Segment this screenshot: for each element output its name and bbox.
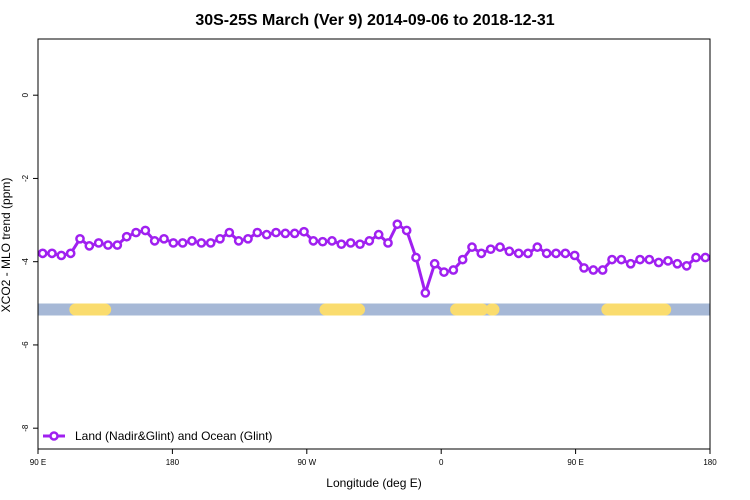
- data-point: [149, 236, 160, 246]
- x-tick-label: 180: [166, 458, 180, 467]
- data-point: [196, 238, 207, 248]
- data-point: [457, 254, 468, 265]
- data-point: [495, 242, 505, 252]
- data-point: [588, 265, 599, 275]
- y-tick-label: -2: [21, 174, 30, 182]
- data-point: [131, 227, 141, 238]
- data-point: [47, 248, 57, 259]
- data-point: [504, 246, 515, 257]
- data-point: [224, 227, 235, 238]
- data-point: [383, 238, 393, 248]
- data-point: [159, 233, 169, 244]
- y-tick-label: 0: [21, 92, 30, 97]
- data-point: [84, 241, 95, 251]
- data-point: [429, 258, 440, 269]
- data-point: [336, 239, 347, 250]
- x-tick-label: 180: [703, 458, 717, 467]
- data-point: [485, 244, 496, 255]
- data-point: [168, 238, 179, 248]
- data-point: [373, 229, 384, 240]
- y-tick-label: -8: [21, 424, 30, 432]
- data-point: [560, 248, 571, 259]
- data-point: [233, 236, 244, 246]
- x-tick-label: 90 E: [30, 458, 46, 467]
- data-point: [140, 225, 151, 236]
- data-point: [513, 248, 524, 259]
- data-point: [467, 242, 477, 252]
- data-point: [476, 248, 487, 259]
- data-point: [569, 250, 580, 261]
- data-point: [616, 254, 627, 265]
- data-point: [205, 238, 216, 248]
- y-tick-label: -4: [21, 258, 30, 266]
- x-axis: 90 E 180 90 W 0 90 E 180: [30, 449, 717, 467]
- y-tick-label: -6: [21, 341, 30, 349]
- data-point: [551, 248, 561, 259]
- x-tick-label: 90 W: [297, 458, 316, 467]
- data-point: [532, 242, 543, 252]
- data-point: [243, 233, 253, 244]
- data-point: [37, 248, 48, 259]
- legend-marker-swatch: [49, 431, 59, 441]
- data-point: [672, 258, 683, 269]
- data-point: [644, 254, 655, 265]
- data-point: [187, 236, 197, 246]
- data-point: [681, 261, 692, 271]
- x-tick-label: 90 E: [567, 458, 583, 467]
- data-point: [177, 238, 188, 248]
- data-point: [411, 252, 421, 263]
- data-point: [607, 254, 617, 265]
- data-point: [121, 231, 132, 242]
- data-point: [448, 265, 459, 275]
- plot-frame: [37, 38, 711, 450]
- plot-area: [37, 219, 711, 316]
- data-point: [439, 267, 449, 277]
- data-point: [653, 257, 664, 268]
- data-point: [691, 252, 701, 263]
- data-point: [56, 250, 67, 261]
- data-point: [355, 239, 365, 250]
- data-point: [112, 240, 123, 250]
- data-point: [597, 265, 608, 275]
- data-point: [401, 225, 412, 236]
- data-point: [289, 228, 300, 239]
- data-point: [299, 226, 309, 237]
- data-point: [93, 238, 104, 248]
- x-tick-label: 0: [439, 458, 444, 467]
- data-point: [215, 233, 225, 244]
- data-point: [420, 288, 431, 298]
- data-point: [252, 227, 263, 238]
- data-point: [317, 236, 328, 247]
- legend: Land (Nadir&Glint) and Ocean (Glint): [43, 429, 272, 443]
- data-point: [261, 229, 272, 240]
- data-point: [392, 219, 403, 230]
- data-point: [280, 228, 291, 239]
- data-point: [663, 256, 673, 266]
- data-point: [65, 248, 76, 259]
- data-point: [308, 236, 319, 246]
- data-point: [327, 236, 337, 246]
- data-point: [345, 238, 356, 248]
- data-point: [700, 252, 711, 263]
- data-point: [541, 248, 552, 259]
- y-axis: 0 -2 -4 -6 -8: [21, 92, 38, 432]
- data-point: [364, 236, 375, 246]
- x-axis-label: Longitude (deg E): [326, 476, 421, 490]
- data-point: [579, 263, 589, 273]
- data-point: [625, 258, 636, 269]
- data-point: [271, 227, 281, 238]
- y-axis-label: XCO2 - MLO trend (ppm): [0, 178, 13, 313]
- data-point: [75, 233, 85, 244]
- data-point: [103, 240, 113, 250]
- data-point: [523, 248, 533, 259]
- chart-title: 30S-25S March (Ver 9) 2014-09-06 to 2018…: [195, 12, 554, 29]
- data-point: [635, 254, 645, 265]
- legend-entry-label: Land (Nadir&Glint) and Ocean (Glint): [75, 429, 272, 443]
